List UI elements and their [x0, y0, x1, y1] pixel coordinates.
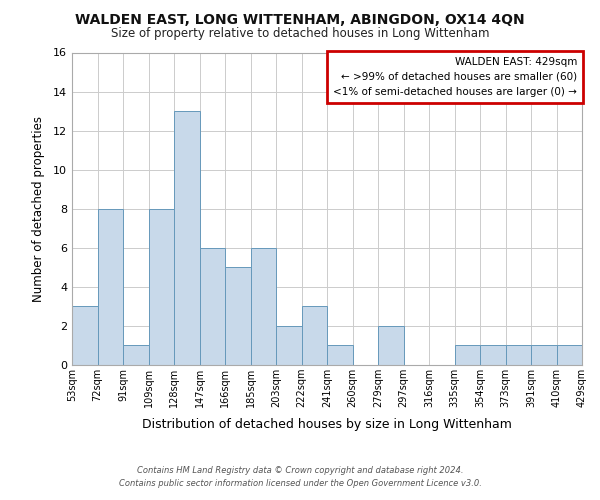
Text: WALDEN EAST: 429sqm
← >99% of detached houses are smaller (60)
<1% of semi-detac: WALDEN EAST: 429sqm ← >99% of detached h… — [333, 57, 577, 97]
Bar — [531, 346, 557, 365]
Bar — [480, 346, 505, 365]
Bar — [505, 346, 531, 365]
Bar — [276, 326, 302, 365]
Bar — [251, 248, 276, 365]
Text: WALDEN EAST, LONG WITTENHAM, ABINGDON, OX14 4QN: WALDEN EAST, LONG WITTENHAM, ABINGDON, O… — [75, 12, 525, 26]
Bar — [455, 346, 480, 365]
Bar — [199, 248, 225, 365]
Bar — [97, 209, 123, 365]
Bar — [72, 306, 97, 365]
Bar — [225, 268, 251, 365]
Bar — [149, 209, 174, 365]
Y-axis label: Number of detached properties: Number of detached properties — [32, 116, 44, 302]
X-axis label: Distribution of detached houses by size in Long Wittenham: Distribution of detached houses by size … — [142, 418, 512, 432]
Bar — [123, 346, 149, 365]
Bar — [174, 111, 199, 365]
Bar — [557, 346, 582, 365]
Text: Size of property relative to detached houses in Long Wittenham: Size of property relative to detached ho… — [111, 28, 489, 40]
Bar — [378, 326, 404, 365]
Bar — [302, 306, 327, 365]
Text: Contains HM Land Registry data © Crown copyright and database right 2024.
Contai: Contains HM Land Registry data © Crown c… — [119, 466, 481, 487]
Bar — [327, 346, 353, 365]
